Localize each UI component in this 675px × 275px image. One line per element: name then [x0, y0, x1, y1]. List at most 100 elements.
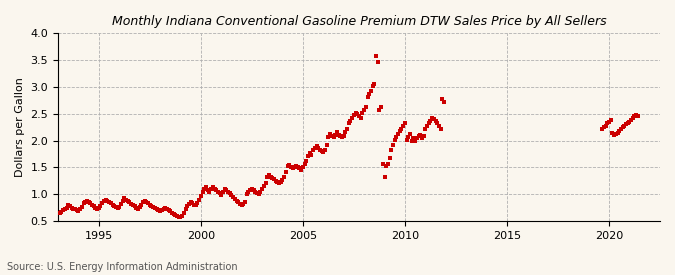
Point	[138, 200, 148, 204]
Point	[61, 205, 72, 210]
Point	[143, 201, 154, 205]
Point	[394, 129, 405, 134]
Point	[279, 175, 290, 179]
Point	[155, 209, 165, 214]
Point	[189, 203, 200, 207]
Point	[403, 135, 414, 139]
Point	[202, 188, 213, 192]
Point	[233, 200, 244, 204]
Point	[365, 89, 376, 94]
Point	[624, 120, 634, 124]
Point	[144, 203, 155, 207]
Point	[420, 126, 431, 131]
Point	[221, 188, 232, 192]
Point	[196, 194, 207, 198]
Point	[423, 121, 434, 126]
Point	[309, 146, 320, 150]
Point	[408, 136, 419, 140]
Point	[107, 203, 118, 207]
Point	[400, 121, 410, 126]
Point	[432, 121, 443, 126]
Point	[389, 137, 400, 142]
Point	[158, 207, 169, 211]
Point	[160, 206, 171, 210]
Point	[111, 205, 122, 209]
Point	[306, 153, 317, 157]
Point	[194, 197, 205, 202]
Point	[173, 215, 184, 219]
Point	[337, 135, 348, 140]
Point	[610, 132, 621, 136]
Point	[386, 148, 397, 152]
Point	[76, 205, 87, 209]
Point	[151, 207, 162, 211]
Point	[182, 204, 192, 208]
Point	[373, 60, 383, 64]
Point	[267, 176, 277, 180]
Point	[605, 118, 616, 122]
Point	[250, 189, 261, 194]
Y-axis label: Dollars per Gallon: Dollars per Gallon	[15, 77, 25, 177]
Point	[177, 213, 188, 218]
Point	[350, 111, 361, 115]
Point	[80, 200, 90, 204]
Point	[269, 177, 279, 182]
Point	[384, 156, 395, 161]
Point	[192, 201, 202, 205]
Point	[344, 121, 354, 126]
Point	[319, 148, 330, 152]
Point	[207, 185, 218, 189]
Point	[187, 201, 198, 205]
Point	[167, 211, 178, 215]
Point	[416, 136, 427, 140]
Point	[78, 201, 89, 205]
Point	[190, 203, 201, 207]
Point	[628, 116, 639, 120]
Point	[299, 162, 310, 166]
Point	[136, 203, 146, 207]
Point	[256, 187, 267, 191]
Point	[217, 189, 228, 194]
Point	[214, 191, 225, 195]
Point	[433, 124, 444, 128]
Point	[379, 175, 390, 179]
Point	[391, 135, 402, 139]
Point	[371, 54, 381, 58]
Point	[219, 187, 230, 191]
Point	[227, 195, 238, 199]
Point	[376, 105, 387, 109]
Point	[292, 165, 303, 170]
Point	[622, 121, 633, 126]
Point	[437, 97, 448, 101]
Point	[153, 208, 164, 213]
Point	[223, 189, 234, 194]
Point	[296, 168, 306, 172]
Point	[304, 151, 315, 156]
Point	[352, 112, 362, 117]
Point	[90, 205, 101, 210]
Point	[209, 187, 220, 191]
Point	[321, 143, 332, 147]
Point	[298, 165, 308, 169]
Title: Monthly Indiana Conventional Gasoline Premium DTW Sales Price by All Sellers: Monthly Indiana Conventional Gasoline Pr…	[111, 15, 606, 28]
Point	[630, 113, 641, 117]
Point	[97, 201, 108, 205]
Point	[413, 134, 424, 139]
Point	[273, 181, 284, 186]
Point	[265, 174, 276, 179]
Point	[211, 188, 221, 192]
Point	[236, 203, 247, 207]
Point	[105, 201, 116, 205]
Point	[148, 205, 159, 209]
Point	[294, 166, 305, 171]
Point	[315, 147, 325, 152]
Point	[230, 196, 240, 201]
Point	[112, 206, 123, 210]
Point	[354, 114, 364, 118]
Point	[614, 129, 624, 133]
Point	[597, 126, 608, 131]
Point	[259, 184, 269, 188]
Point	[338, 134, 349, 138]
Point	[308, 148, 319, 152]
Point	[367, 84, 378, 88]
